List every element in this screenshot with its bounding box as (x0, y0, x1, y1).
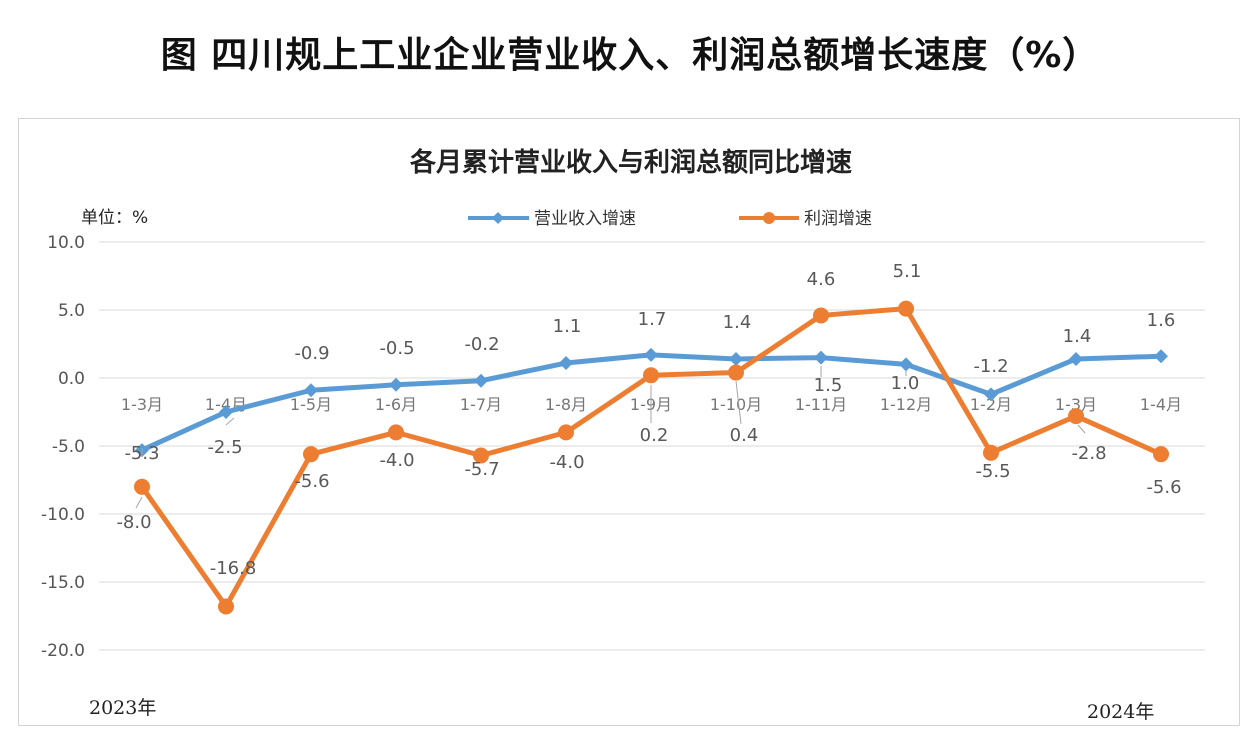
revenue-point (899, 357, 913, 372)
label-leader-line (735, 380, 742, 425)
label-leader-line (225, 417, 235, 426)
revenue-point (644, 347, 658, 362)
revenue-data-label: 1.4 (1063, 326, 1092, 347)
y-tick-label: -5.0 (52, 437, 85, 457)
profit-point (643, 367, 659, 384)
revenue-data-label: 1.6 (1147, 310, 1176, 331)
revenue-data-label: 1.5 (814, 375, 843, 396)
profit-data-label: -4.0 (549, 452, 584, 473)
label-leader-line (135, 496, 143, 509)
y-tick-label: 0.0 (58, 369, 85, 389)
x-category-label: 1-11月 (795, 395, 847, 414)
x-category-label: 1-10月 (710, 395, 762, 414)
x-category-label: 1-5月 (290, 395, 332, 414)
x-category-label: 1-8月 (545, 395, 587, 414)
revenue-data-label: -1.2 (973, 356, 1008, 377)
legend-profit-label: 利润增速 (804, 209, 872, 229)
x-category-label: 1-2月 (970, 395, 1012, 414)
y-tick-label: -15.0 (41, 573, 85, 593)
revenue-point (389, 377, 403, 392)
x-category-label: 1-7月 (460, 395, 502, 414)
revenue-data-label: -0.9 (294, 343, 329, 364)
profit-data-label: 0.2 (640, 425, 669, 446)
unit-label: 单位：% (81, 208, 148, 228)
profit-point (983, 444, 999, 461)
x-category-label: 1-3月 (121, 395, 163, 414)
profit-point (134, 478, 150, 495)
profit-data-label: -2.8 (1071, 443, 1106, 464)
revenue-point (814, 350, 828, 365)
revenue-point (1154, 349, 1168, 364)
x-category-label: 1-6月 (375, 395, 417, 414)
revenue-data-label: 1.7 (638, 309, 667, 330)
revenue-data-label: -0.2 (464, 334, 499, 355)
profit-point (813, 307, 829, 324)
legend-revenue-label: 营业收入增速 (534, 209, 636, 229)
revenue-point (304, 383, 318, 398)
profit-point (728, 364, 744, 381)
profit-point (898, 300, 914, 317)
profit-point (1068, 408, 1084, 425)
page-title: 图 四川规上工业企业营业收入、利润总额增长速度（%） (160, 35, 1100, 76)
revenue-point (1069, 351, 1083, 366)
profit-point (473, 447, 489, 464)
profit-data-label: -5.6 (294, 471, 329, 492)
legend-profit-marker (763, 212, 775, 224)
profit-data-label: 5.1 (893, 261, 922, 282)
chart-title: 各月累计营业收入与利润总额同比增速 (409, 147, 852, 178)
year-label-2024: 2024年 (1087, 701, 1154, 723)
profit-data-label: 0.4 (730, 425, 759, 446)
y-tick-label: -20.0 (41, 641, 85, 661)
chart-frame: 各月累计营业收入与利润总额同比增速单位：% 营业收入增速 利润增速 10.0 5.0 0.… (18, 118, 1240, 726)
revenue-data-label: -0.5 (379, 338, 414, 359)
profit-data-label: -5.5 (975, 461, 1010, 482)
revenue-point (559, 356, 573, 371)
x-category-label: 1-4月 (1140, 395, 1182, 414)
revenue-point (729, 351, 743, 366)
profit-point (558, 424, 574, 441)
profit-point (1153, 446, 1169, 463)
profit-data-label: 4.6 (807, 269, 836, 290)
profit-point (303, 446, 319, 463)
profit-point (388, 424, 404, 441)
profit-data-label: -16.8 (210, 558, 257, 579)
label-leader-line (1077, 424, 1086, 434)
revenue-point (474, 373, 488, 388)
x-category-label: 1-3月 (1055, 395, 1097, 414)
y-tick-label: -10.0 (41, 505, 85, 525)
x-category-label: 1-12月 (880, 395, 932, 414)
profit-data-label: -5.6 (1146, 477, 1181, 498)
revenue-point (219, 405, 233, 419)
legend-revenue-marker (492, 212, 504, 224)
profit-point (218, 598, 234, 615)
revenue-data-label: 1.4 (723, 312, 752, 333)
revenue-point (984, 387, 998, 402)
revenue-data-label: 1.0 (891, 373, 920, 394)
y-tick-label: 5.0 (58, 301, 85, 321)
profit-data-label: -8.0 (116, 512, 151, 533)
revenue-data-label: 1.1 (553, 316, 582, 337)
y-tick-label: 10.0 (47, 233, 85, 253)
year-label-2023: 2023年 (89, 697, 156, 719)
profit-data-label: -4.0 (379, 450, 414, 471)
profit-data-label: -5.7 (464, 459, 499, 480)
revenue-data-label: -2.5 (207, 437, 242, 458)
